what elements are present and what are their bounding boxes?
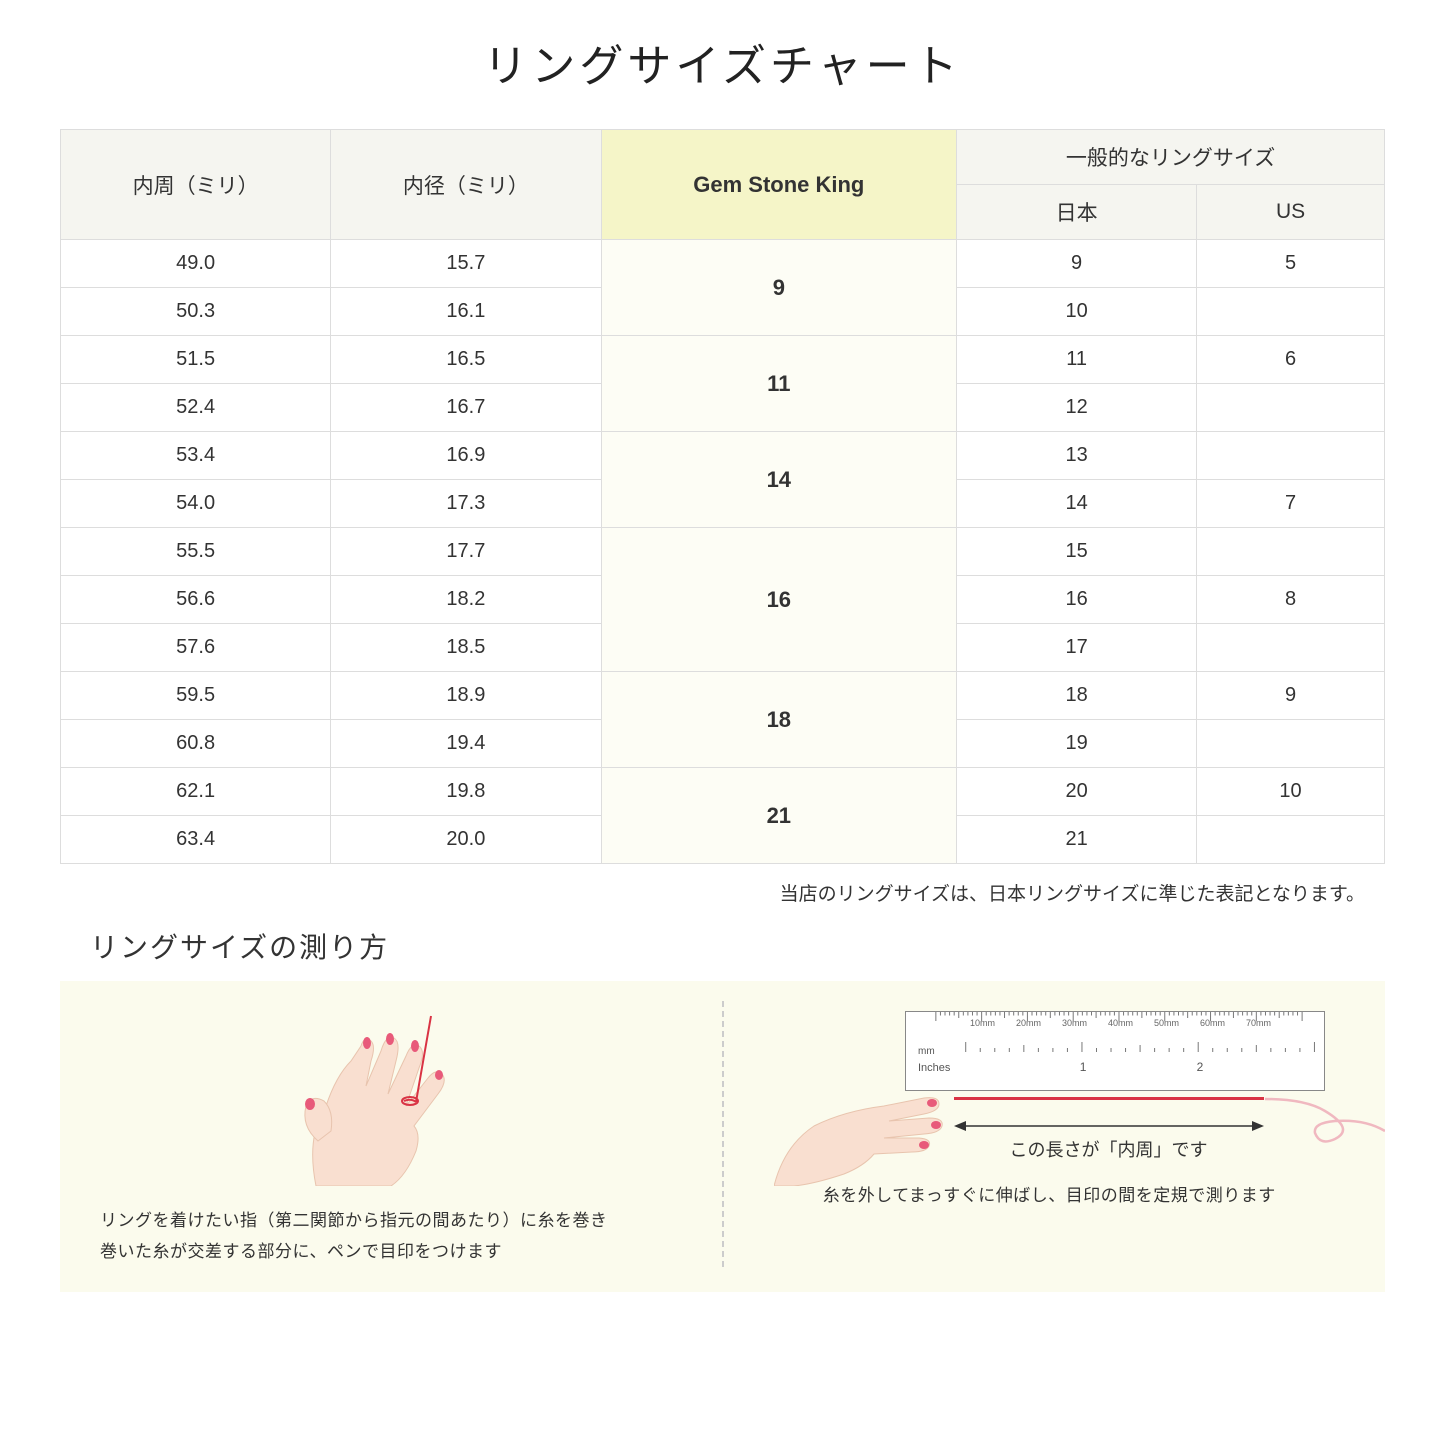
thread-line: [954, 1097, 1264, 1100]
cell-dia: 15.7: [331, 240, 601, 288]
cell-gsk: 14: [601, 432, 957, 528]
size-note: 当店のリングサイズは、日本リングサイズに準じた表記となります。: [60, 879, 1385, 906]
cell-circ: 59.5: [61, 672, 331, 720]
cell-us: 8: [1197, 576, 1385, 624]
cell-us: [1197, 288, 1385, 336]
cell-us: [1197, 624, 1385, 672]
cell-us: [1197, 816, 1385, 864]
cell-dia: 18.5: [331, 624, 601, 672]
cell-us: [1197, 384, 1385, 432]
table-row: 49.015.7995: [61, 240, 1385, 288]
cell-us: [1197, 432, 1385, 480]
header-common: 一般的なリングサイズ: [957, 130, 1385, 185]
size-chart-table: 内周（ミリ） 内径（ミリ） Gem Stone King 一般的なリングサイズ …: [60, 129, 1385, 864]
howto-section: リングを着けたい指（第二関節から指元の間あたり）に糸を巻き 巻いた糸が交差する部…: [60, 981, 1385, 1292]
header-gsk: Gem Stone King: [601, 130, 957, 240]
cell-gsk: 11: [601, 336, 957, 432]
cell-dia: 19.4: [331, 720, 601, 768]
ruler-inch-number: 1: [1080, 1060, 1087, 1074]
cell-dia: 19.8: [331, 768, 601, 816]
cell-jp: 17: [957, 624, 1197, 672]
table-row: 62.119.8212010: [61, 768, 1385, 816]
page-title: リングサイズチャート: [60, 30, 1385, 94]
table-row: 59.518.918189: [61, 672, 1385, 720]
cell-jp: 15: [957, 528, 1197, 576]
cell-circ: 53.4: [61, 432, 331, 480]
cell-circ: 60.8: [61, 720, 331, 768]
cell-circ: 49.0: [61, 240, 331, 288]
cell-circ: 52.4: [61, 384, 331, 432]
cell-dia: 16.7: [331, 384, 601, 432]
cell-jp: 16: [957, 576, 1197, 624]
cell-circ: 62.1: [61, 768, 331, 816]
hand-wrap-illustration: [100, 1001, 692, 1191]
ruler-mm-label: 20mm: [1016, 1018, 1041, 1028]
cell-us: [1197, 720, 1385, 768]
cell-gsk: 16: [601, 528, 957, 672]
table-row: 53.416.91413: [61, 432, 1385, 480]
thread-curl: [1265, 1081, 1385, 1151]
ruler-mm-label: 50mm: [1154, 1018, 1179, 1028]
arrow-label: この長さが「内周」です: [954, 1136, 1264, 1162]
cell-us: 9: [1197, 672, 1385, 720]
table-row: 55.517.71615: [61, 528, 1385, 576]
hand-hold-illustration: [774, 1056, 954, 1186]
header-us: US: [1197, 185, 1385, 240]
ruler-mm-label: 10mm: [970, 1018, 995, 1028]
howto-left-text2: 巻いた糸が交差する部分に、ペンで目印をつけます: [100, 1237, 692, 1268]
header-diameter: 内径（ミリ）: [331, 130, 601, 240]
cell-dia: 17.7: [331, 528, 601, 576]
ruler-illustration: 10mm20mm30mm40mm50mm60mm70mm mm Inches 1…: [754, 1001, 1346, 1181]
cell-jp: 19: [957, 720, 1197, 768]
header-jp: 日本: [957, 185, 1197, 240]
cell-jp: 10: [957, 288, 1197, 336]
ruler: 10mm20mm30mm40mm50mm60mm70mm mm Inches 1…: [905, 1011, 1325, 1091]
measure-arrow: [954, 1116, 1264, 1136]
cell-dia: 18.2: [331, 576, 601, 624]
cell-dia: 17.3: [331, 480, 601, 528]
cell-circ: 63.4: [61, 816, 331, 864]
cell-jp: 14: [957, 480, 1197, 528]
cell-dia: 16.9: [331, 432, 601, 480]
cell-dia: 16.1: [331, 288, 601, 336]
cell-jp: 13: [957, 432, 1197, 480]
header-circumference: 内周（ミリ）: [61, 130, 331, 240]
howto-panel-wrap: リングを着けたい指（第二関節から指元の間あたり）に糸を巻き 巻いた糸が交差する部…: [70, 1001, 724, 1267]
cell-circ: 51.5: [61, 336, 331, 384]
cell-gsk: 21: [601, 768, 957, 864]
table-row: 51.516.511116: [61, 336, 1385, 384]
cell-us: [1197, 528, 1385, 576]
cell-dia: 16.5: [331, 336, 601, 384]
cell-jp: 18: [957, 672, 1197, 720]
cell-circ: 56.6: [61, 576, 331, 624]
cell-circ: 50.3: [61, 288, 331, 336]
ruler-mm-label: 70mm: [1246, 1018, 1271, 1028]
howto-left-text1: リングを着けたい指（第二関節から指元の間あたり）に糸を巻き: [100, 1206, 692, 1237]
cell-us: 5: [1197, 240, 1385, 288]
cell-circ: 57.6: [61, 624, 331, 672]
ruler-mm-label: 60mm: [1200, 1018, 1225, 1028]
cell-gsk: 9: [601, 240, 957, 336]
cell-jp: 12: [957, 384, 1197, 432]
cell-circ: 54.0: [61, 480, 331, 528]
howto-panel-measure: 10mm20mm30mm40mm50mm60mm70mm mm Inches 1…: [724, 1001, 1376, 1267]
ruler-mm-label: 40mm: [1108, 1018, 1133, 1028]
cell-dia: 20.0: [331, 816, 601, 864]
cell-us: 6: [1197, 336, 1385, 384]
cell-us: 7: [1197, 480, 1385, 528]
cell-us: 10: [1197, 768, 1385, 816]
ruler-mm-label: 30mm: [1062, 1018, 1087, 1028]
cell-jp: 9: [957, 240, 1197, 288]
cell-jp: 21: [957, 816, 1197, 864]
ruler-inch-number: 2: [1197, 1060, 1204, 1074]
cell-jp: 11: [957, 336, 1197, 384]
cell-jp: 20: [957, 768, 1197, 816]
cell-dia: 18.9: [331, 672, 601, 720]
howto-title: リングサイズの測り方: [90, 926, 1385, 966]
cell-circ: 55.5: [61, 528, 331, 576]
cell-gsk: 18: [601, 672, 957, 768]
